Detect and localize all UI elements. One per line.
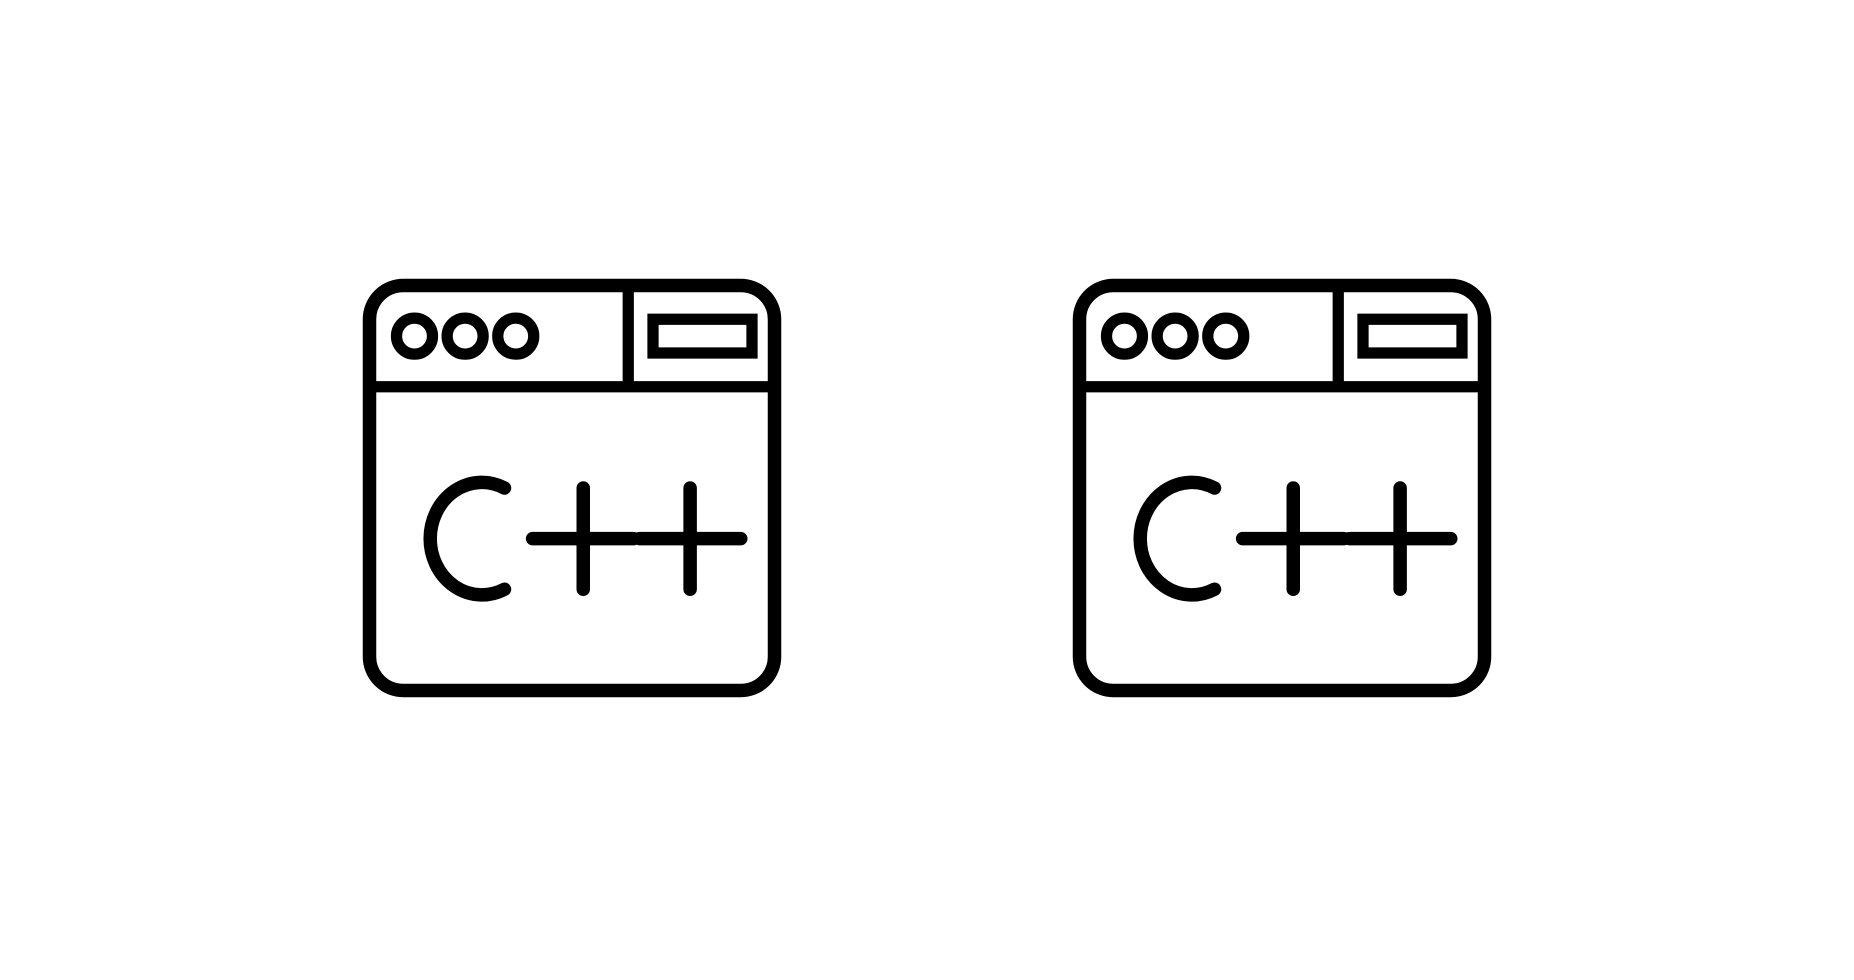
cpp-window-icon: [1057, 263, 1507, 718]
cpp-window-icon: [347, 263, 797, 718]
